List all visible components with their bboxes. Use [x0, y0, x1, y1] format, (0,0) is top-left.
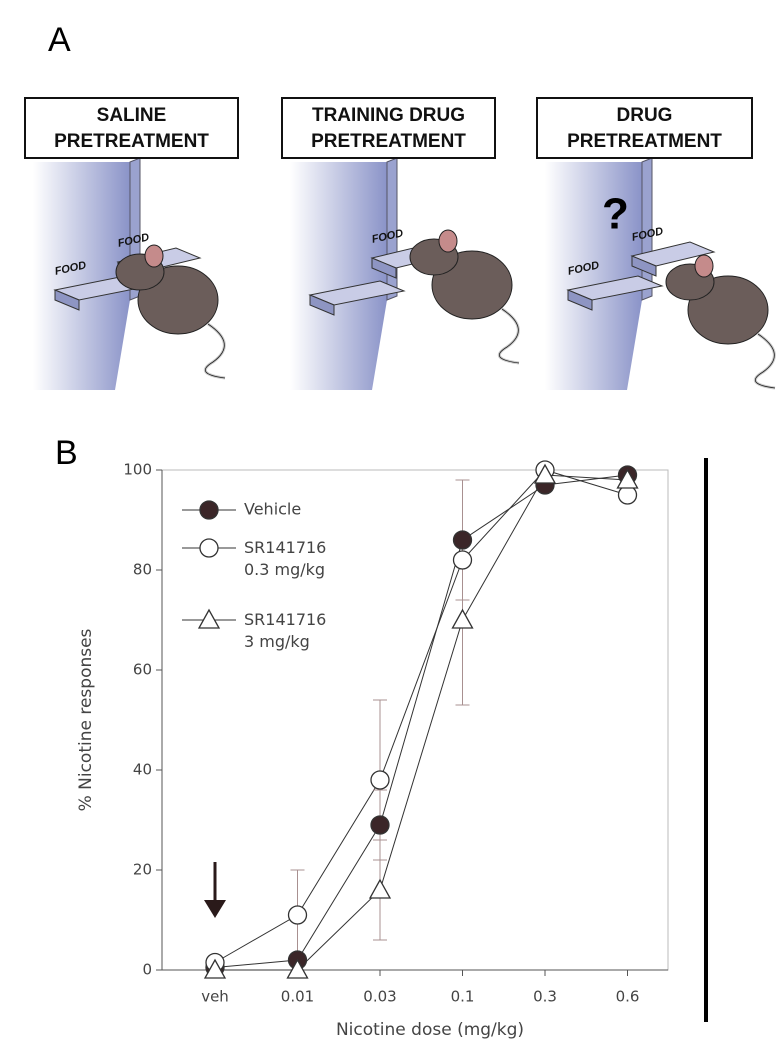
label-box [281, 97, 496, 159]
marker [203, 958, 227, 979]
box-label: DRUG [617, 105, 673, 126]
x-tick-label: 0.03 [363, 988, 396, 1006]
panel-label: A [48, 21, 71, 59]
y-tick-label: 20 [133, 861, 152, 879]
x-axis-label: Nicotine dose (mg/kg) [336, 1020, 524, 1040]
marker [197, 608, 221, 629]
mouse-ear [438, 229, 458, 253]
mouse-tail-outline [754, 333, 776, 389]
x-tick-label: veh [201, 988, 229, 1006]
mouse-tail [753, 332, 776, 390]
food-tray-side [371, 257, 397, 279]
marker [452, 550, 473, 570]
mouse-ear [144, 244, 164, 268]
y-tick-label: 100 [123, 461, 152, 479]
legend-label: SR141716 0.3 mg/kg [244, 538, 326, 579]
y-tick-label: 0 [142, 961, 152, 979]
mouse-tail [497, 307, 520, 365]
wall [290, 162, 387, 390]
wall [545, 162, 642, 390]
legend-label: SR141716 3 mg/kg [244, 610, 326, 651]
marker [616, 468, 639, 489]
arrow-head [204, 900, 226, 918]
marker [533, 463, 557, 484]
marker [286, 958, 309, 979]
box-label: PRETREATMENT [311, 131, 466, 152]
mouse-tail-outline [498, 308, 520, 364]
marker [617, 485, 638, 505]
series-line [214, 469, 628, 963]
marker [199, 538, 219, 558]
marker [452, 530, 473, 550]
marker [370, 815, 390, 835]
y-axis-label: % Nicotine responses [76, 628, 96, 811]
mouse-tail [203, 322, 226, 380]
plot-frame [161, 469, 669, 971]
series-line [214, 474, 628, 968]
plot: 0 20 40 60 80 100 veh 0.01 0.03 0.1 0.3 0.6 Vehicle S… [123, 460, 640, 1006]
wall [33, 162, 130, 390]
question-mark: ? [602, 190, 629, 239]
x-tick-label: 0.3 [533, 988, 557, 1006]
marker [370, 770, 390, 790]
box-label: SALINE [97, 105, 167, 126]
panel-label: B [55, 434, 78, 472]
mouse-ear [694, 254, 714, 278]
x-tick-label: 0.1 [451, 988, 475, 1006]
x-tick-label: 0.01 [281, 988, 314, 1006]
marker [451, 608, 474, 629]
box-label: TRAINING DRUG [312, 105, 465, 126]
food-tray-side [567, 289, 593, 311]
y-tick-label: 60 [133, 661, 152, 679]
label-box [24, 97, 239, 159]
y-tick-label: 40 [133, 761, 152, 779]
marker [199, 500, 219, 520]
series-line [215, 474, 628, 971]
y-tick-label: 80 [133, 561, 152, 579]
food-tray-side [54, 289, 80, 311]
x-tick-label: 0.6 [616, 988, 640, 1006]
box-label: PRETREATMENT [567, 131, 722, 152]
legend-label: Vehicle [244, 500, 301, 519]
food-tray-side [309, 294, 335, 316]
mouse-tail-outline [204, 323, 226, 379]
label-box [536, 97, 753, 159]
marker [287, 905, 308, 925]
box-label: PRETREATMENT [54, 131, 209, 152]
food-tray-side [631, 255, 657, 277]
marker [368, 878, 392, 899]
